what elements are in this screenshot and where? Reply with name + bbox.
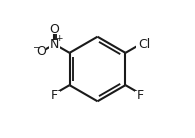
Bar	[136, 40, 152, 49]
Text: +: +	[55, 34, 63, 43]
Text: N: N	[50, 38, 59, 51]
Text: F: F	[51, 89, 58, 102]
Bar	[49, 26, 60, 34]
Bar	[49, 40, 60, 49]
Bar	[36, 47, 46, 56]
Bar	[135, 91, 146, 99]
Text: F: F	[137, 89, 144, 102]
Bar	[49, 91, 60, 99]
Text: −: −	[32, 42, 40, 51]
Text: O: O	[36, 45, 46, 58]
Text: O: O	[50, 23, 59, 36]
Text: Cl: Cl	[138, 38, 151, 51]
